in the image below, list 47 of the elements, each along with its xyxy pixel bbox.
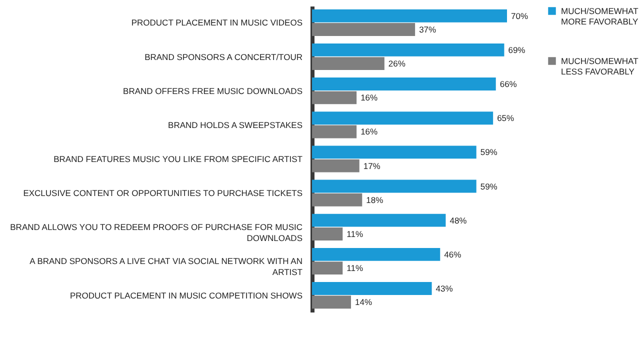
bar [312, 227, 343, 240]
data-label: 48% [450, 215, 468, 226]
data-label: 26% [388, 58, 406, 69]
data-label: 14% [355, 297, 372, 308]
data-label: 17% [363, 160, 381, 171]
bar [312, 57, 384, 70]
data-label: 11% [346, 228, 364, 239]
bar [312, 282, 432, 295]
bar [312, 23, 416, 36]
y-tick-label: BRAND HOLDS A SWEEPSTAKES [168, 120, 303, 130]
y-tick-label: A BRAND SPONSORS A LIVE CHAT VIA SOCIAL NETWORK WITH AN ARTIST [30, 256, 302, 278]
legend-label: MUCH/SOMEWHAT MORE FAVORABLY [561, 6, 638, 26]
bar [312, 248, 440, 261]
bar [312, 296, 351, 309]
bar [312, 9, 507, 22]
y-tick-label: BRAND SPONSORS A CONCERT/TOUR [144, 52, 302, 62]
data-label: 69% [508, 44, 526, 55]
data-label: 11% [346, 263, 364, 274]
bar [312, 91, 357, 104]
y-tick-label: PRODUCT PLACEMENT IN MUSIC COMPETITION SHOWS [70, 290, 303, 300]
bar [312, 125, 357, 138]
y-tick-label: PRODUCT PLACEMENT IN MUSIC VIDEOS [131, 18, 303, 28]
legend-label: MUCH/SOMEWHAT LESS FAVORABLY [561, 56, 638, 76]
data-label: 18% [366, 194, 384, 205]
bar [312, 193, 362, 206]
data-label: 16% [360, 126, 378, 137]
bar [312, 112, 494, 125]
data-label: 66% [500, 79, 518, 90]
y-tick-label: BRAND ALLOWS YOU TO REDEEM PROOFS OF PURCHASE FOR MUSIC DOWNLOADS [10, 222, 303, 244]
y-tick-label: BRAND FEATURES MUSIC YOU LIKE FROM SPECIFIC ARTIST [54, 154, 302, 164]
data-label: 16% [360, 92, 378, 103]
data-label: 46% [444, 249, 462, 260]
data-label: 59% [480, 147, 498, 158]
bar [312, 146, 476, 159]
data-label: 43% [436, 283, 454, 294]
bar [312, 159, 360, 172]
bar [312, 262, 343, 275]
bar [312, 180, 476, 193]
bar [312, 78, 496, 91]
bar [312, 43, 504, 56]
data-label: 37% [419, 24, 437, 35]
data-label: 59% [480, 181, 498, 192]
bar [312, 214, 446, 227]
data-label: 70% [511, 10, 528, 21]
y-tick-label: BRAND OFFERS FREE MUSIC DOWNLOADS [123, 86, 303, 96]
y-tick-label: EXCLUSIVE CONTENT OR OPPORTUNITIES TO PURCHASE TICKETS [23, 188, 303, 198]
data-label: 65% [497, 113, 515, 124]
